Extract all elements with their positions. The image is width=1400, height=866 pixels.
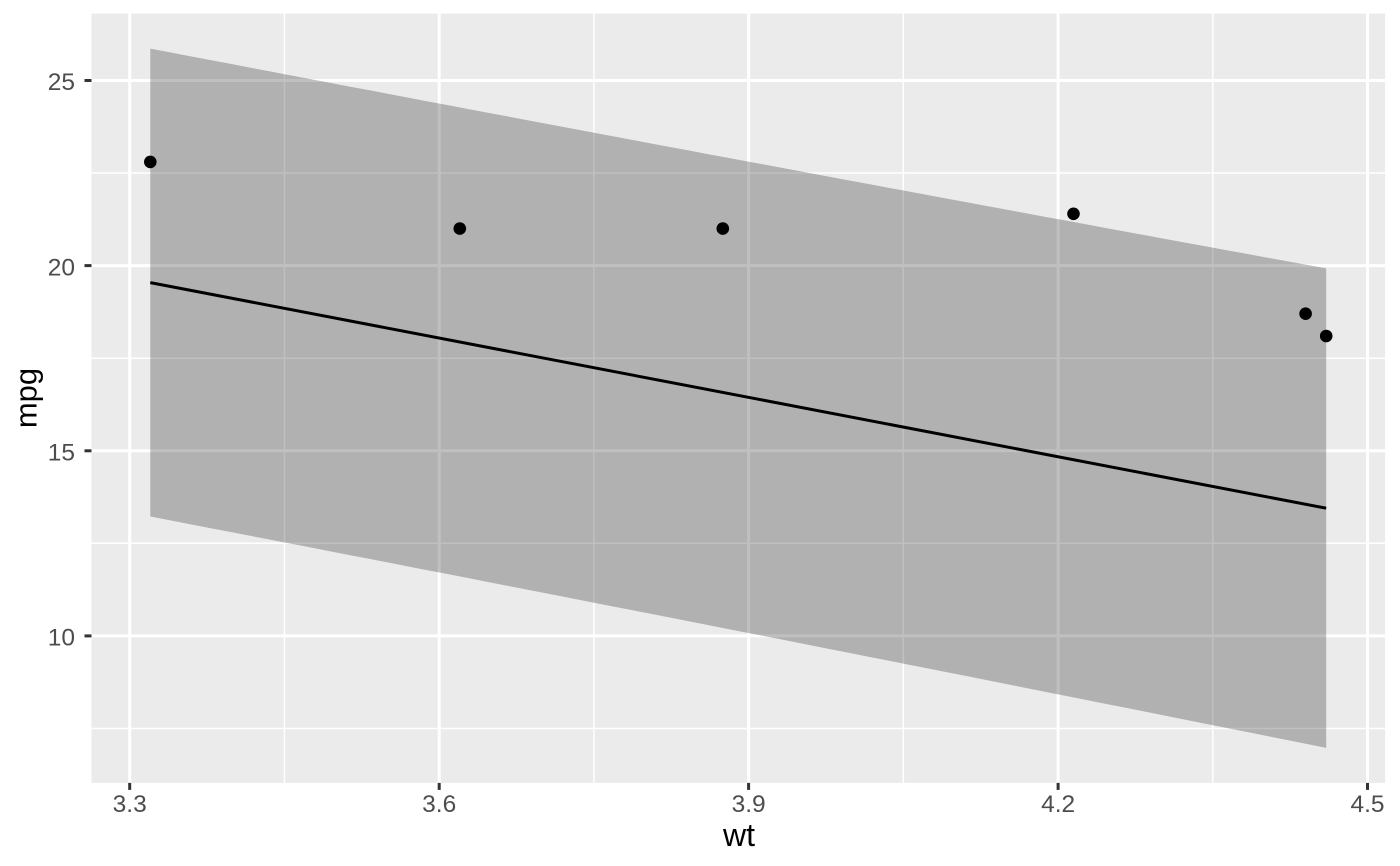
svg-text:4.5: 4.5 [1350,791,1384,818]
svg-text:mpg: mpg [9,368,44,428]
svg-text:10: 10 [48,625,75,652]
svg-text:3.9: 3.9 [732,791,766,818]
svg-text:wt: wt [722,817,755,853]
svg-text:25: 25 [48,69,75,96]
svg-text:20: 20 [48,254,75,281]
svg-text:15: 15 [48,440,75,467]
svg-text:3.3: 3.3 [113,791,147,818]
svg-text:4.2: 4.2 [1041,791,1075,818]
svg-text:3.6: 3.6 [422,791,456,818]
